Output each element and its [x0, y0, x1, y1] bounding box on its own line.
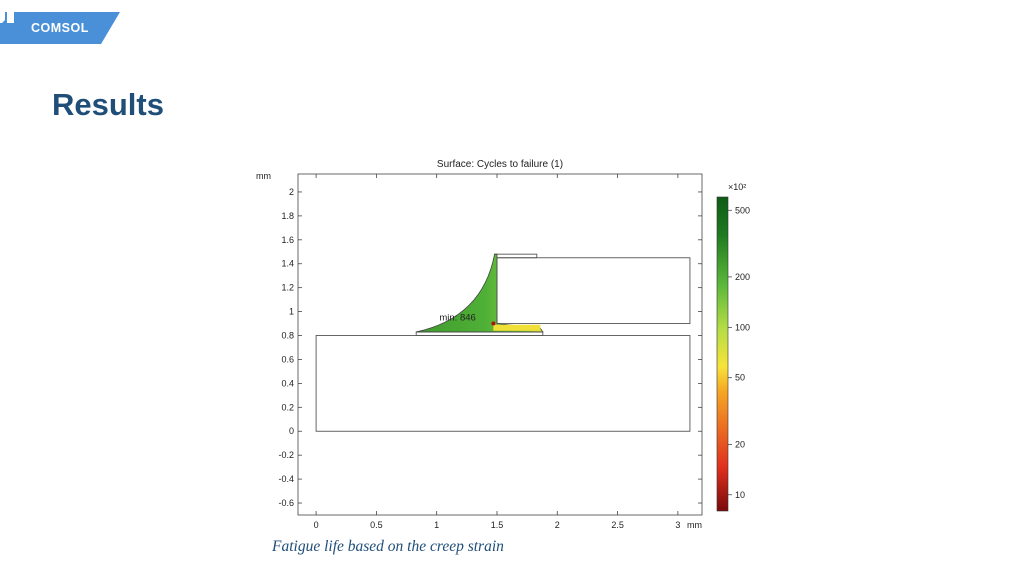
colorbar: [716, 196, 729, 512]
min-marker: [491, 321, 496, 326]
solder-fillet: [416, 253, 544, 333]
y-tick-label: 0.6: [281, 354, 294, 364]
x-unit-label: mm: [687, 520, 702, 530]
x-tick-label: 2: [555, 520, 560, 530]
y-tick-label: -0.6: [278, 498, 294, 508]
component-rect: [496, 257, 691, 325]
y-tick-label: 0.2: [281, 402, 294, 412]
colorbar-tick-label: 100: [735, 322, 750, 332]
logo-tab-background: [0, 12, 120, 44]
y-tick-label: 1.6: [281, 235, 294, 245]
colorbar-tick-label: 50: [735, 373, 745, 383]
y-axis-ticks: 2 1.8 1.6 1.4 1.2 1 0.8 0.6 0.4 0.2 0 -0.2 -0.4 -0.6: [278, 187, 702, 508]
min-annotation: min: 846: [439, 313, 475, 324]
x-tick-label: 3: [675, 520, 680, 530]
x-tick-label: 0.5: [370, 520, 383, 530]
y-tick-label: 1.8: [281, 211, 294, 221]
solder-pad-rect: [415, 331, 544, 336]
colorbar-tick-label: 20: [735, 439, 745, 449]
x-axis-ticks: 0 0.5 1 1.5 2 2.5 3: [314, 174, 680, 530]
figure-caption: Fatigue life based on the creep strain: [272, 538, 504, 555]
colorbar-tick-label: 200: [735, 272, 750, 282]
fatigue-life-plot: Surface: Cycles to failure (1) mm 2 1.8 1.…: [256, 159, 750, 530]
logo-tab-shape: [0, 12, 120, 44]
x-tick-label: 0: [314, 520, 319, 530]
colorbar-tick-label: 10: [735, 490, 745, 500]
y-tick-label: 1.2: [281, 283, 294, 293]
y-tick-label: 0.4: [281, 378, 294, 388]
comsol-logo-icon: [0, 12, 14, 23]
y-tick-label: -0.4: [278, 474, 294, 484]
plot-title: Surface: Cycles to failure (1): [437, 159, 563, 170]
colorbar-multiplier: ×10²: [728, 182, 746, 192]
comsol-logo-tab: COMSOL: [0, 12, 120, 44]
x-tick-label: 2.5: [611, 520, 624, 530]
fillet-hotspot: [493, 324, 541, 331]
y-unit-label: mm: [256, 171, 271, 181]
slide-title: Results: [52, 87, 164, 122]
substrate-rect: [315, 335, 691, 432]
y-tick-label: 0: [289, 426, 294, 436]
y-tick-label: -0.2: [278, 450, 294, 460]
logo-text: COMSOL: [31, 21, 89, 35]
y-tick-label: 1: [289, 307, 294, 317]
colorbar-tick-label: 500: [735, 205, 750, 215]
geometry-layer: [315, 253, 691, 432]
colorbar-ticks: 500 200 100 50 20 10: [728, 205, 750, 500]
y-tick-label: 0.8: [281, 331, 294, 341]
x-tick-label: 1.5: [491, 520, 504, 530]
x-tick-label: 1: [434, 520, 439, 530]
y-tick-label: 2: [289, 187, 294, 197]
component-lip-rect: [494, 253, 538, 259]
y-tick-label: 1.4: [281, 259, 294, 269]
plot-frame: [297, 173, 703, 516]
